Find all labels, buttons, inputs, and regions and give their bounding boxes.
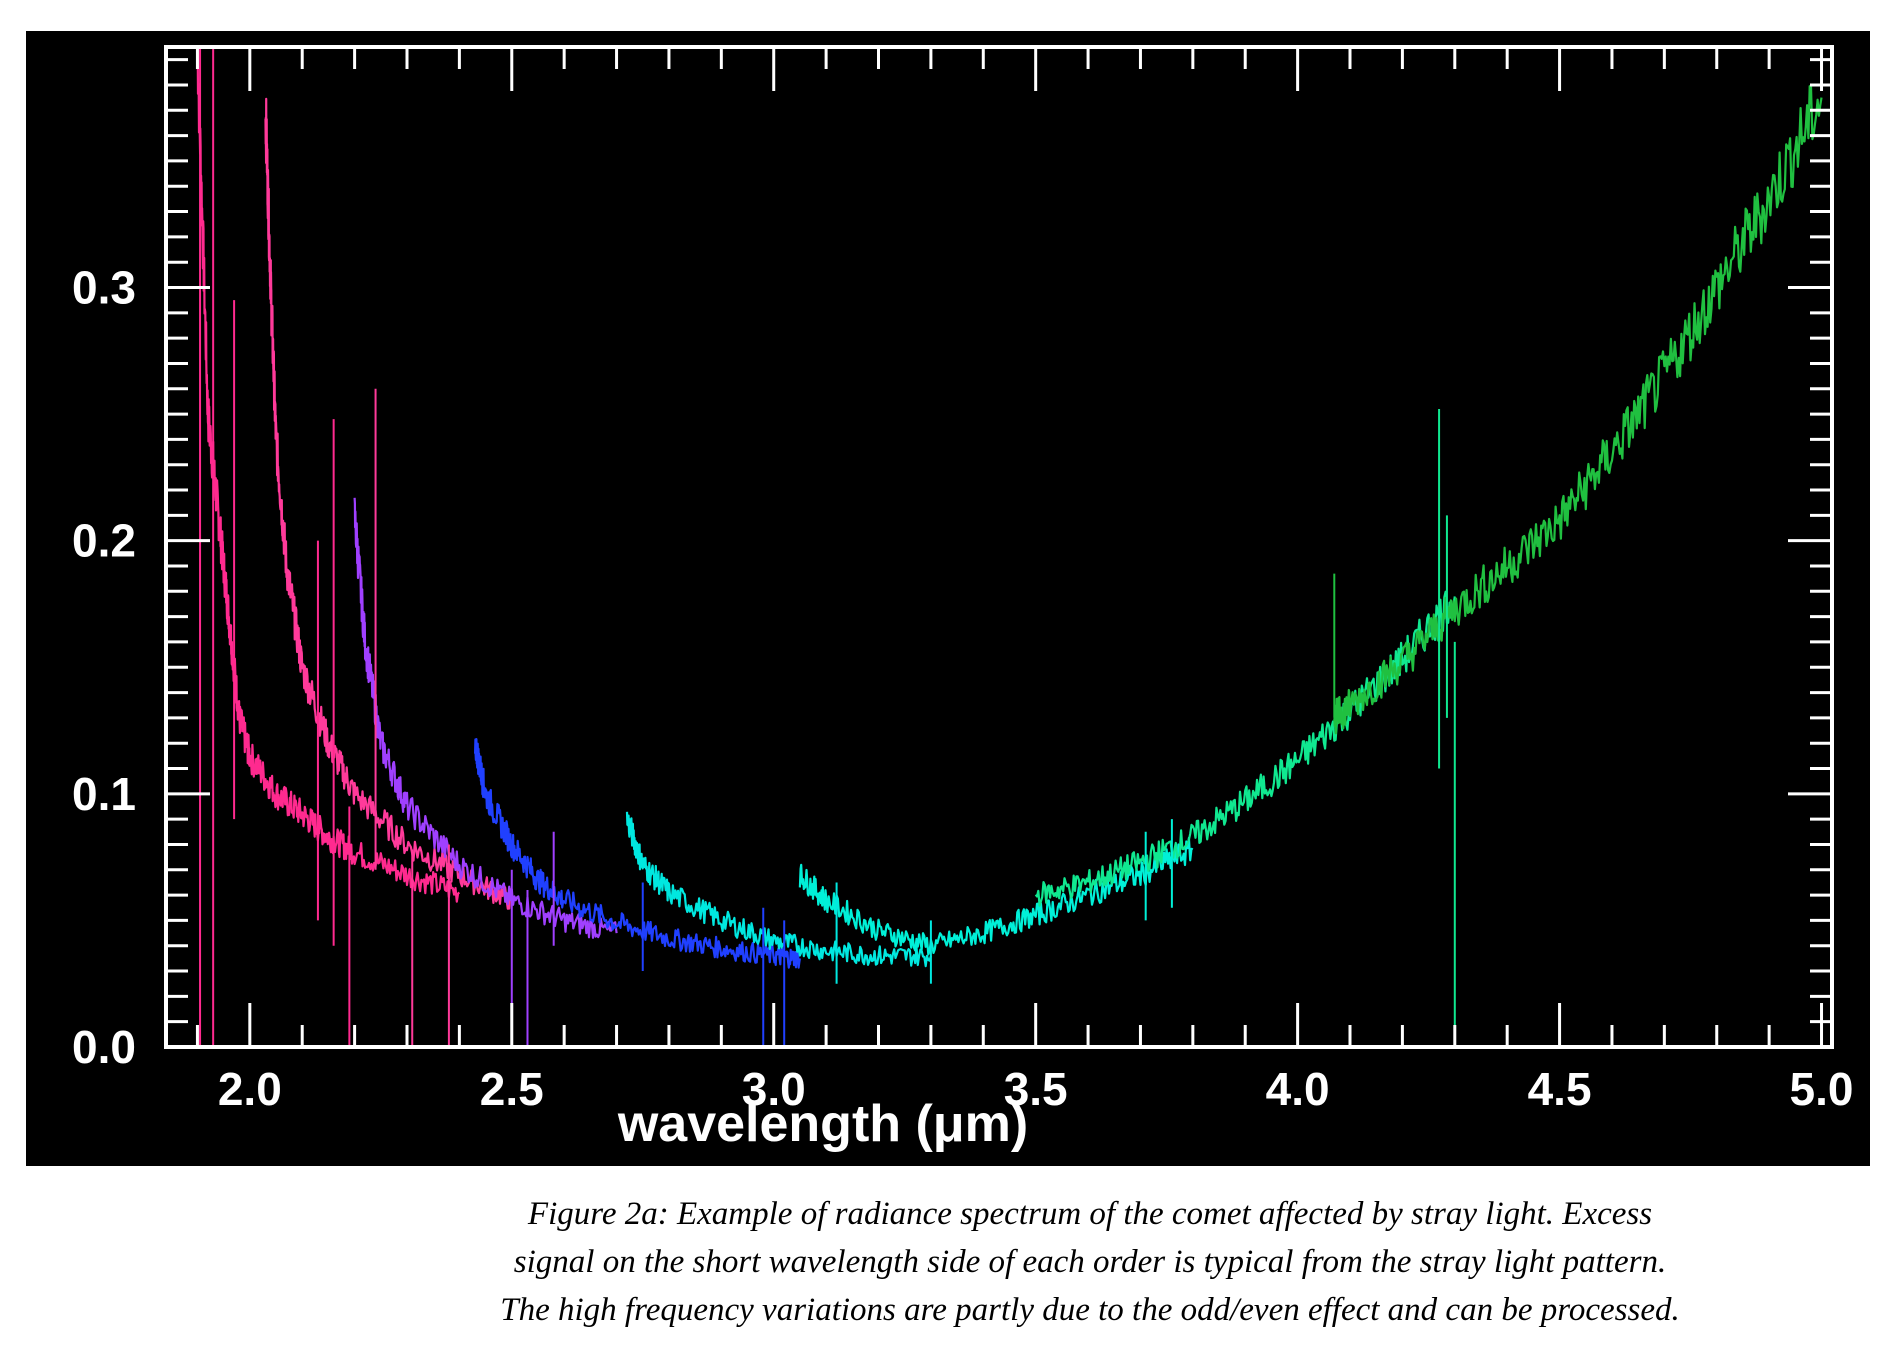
- series-line-6: [798, 836, 1194, 956]
- x-tick-label: 3.5: [1004, 1063, 1068, 1115]
- y-tick-label: 0.3: [72, 262, 136, 314]
- y-tick-label: 0.2: [72, 515, 136, 567]
- series-line-3: [353, 497, 618, 939]
- caption-line-3: The high frequency variations are partly…: [500, 1292, 1680, 1328]
- series-line-5: [625, 811, 932, 968]
- y-tick-label: 0.0: [72, 1021, 136, 1073]
- caption-line-2: signal on the short wavelength side of e…: [513, 1244, 1667, 1280]
- chart-svg: 2.0 2.5 3.0 3.5 4.0 4.5 5.0 0.0 0.1 0.2 0.3 wavele…: [72, 45, 1854, 1153]
- y-tick-label: 0.1: [72, 768, 136, 820]
- series-line-4: [474, 737, 801, 969]
- axis-layer: 2.0 2.5 3.0 3.5 4.0 4.5 5.0 0.0 0.1 0.2 0.3: [72, 45, 1854, 1115]
- series-line-1: [196, 47, 460, 903]
- series-line-8: [1333, 85, 1823, 735]
- series-line-2: [264, 97, 513, 910]
- x-tick-label: 3.0: [742, 1063, 806, 1115]
- plot-frame: [164, 45, 1834, 1049]
- x-tick-label: 2.0: [218, 1063, 282, 1115]
- figure-caption: Figure 2a: Example of radiance spectrum …: [310, 1190, 1870, 1334]
- x-tick-label: 2.5: [480, 1063, 544, 1115]
- data-layer: [196, 47, 1823, 1047]
- x-tick-label: 5.0: [1790, 1063, 1854, 1115]
- chart-figure: 2.0 2.5 3.0 3.5 4.0 4.5 5.0 0.0 0.1 0.2 0.3 wavele…: [26, 31, 1870, 1166]
- x-tick-label: 4.0: [1266, 1063, 1330, 1115]
- series-line-7: [1034, 590, 1456, 907]
- x-tick-label: 4.5: [1528, 1063, 1592, 1115]
- caption-line-1: Figure 2a: Example of radiance spectrum …: [527, 1196, 1653, 1232]
- x-axis-label: wavelength (μm): [617, 1095, 1028, 1153]
